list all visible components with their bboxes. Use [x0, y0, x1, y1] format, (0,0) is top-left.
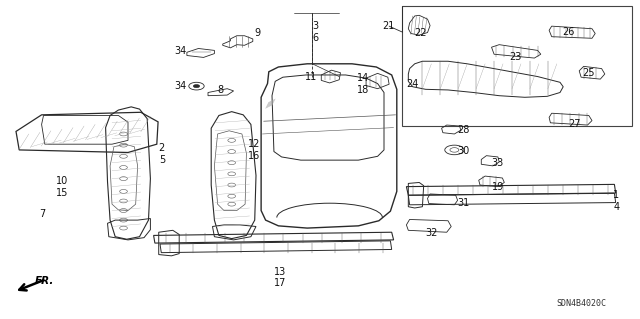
Text: 27: 27 [568, 119, 581, 129]
Text: 6: 6 [312, 33, 319, 43]
Text: 26: 26 [562, 27, 574, 37]
Text: 19: 19 [492, 182, 504, 192]
Text: 16: 16 [248, 151, 260, 161]
Text: 5: 5 [159, 155, 165, 166]
Text: 31: 31 [457, 198, 469, 208]
Text: 13: 13 [274, 267, 286, 277]
Text: 15: 15 [56, 188, 68, 198]
Text: FR.: FR. [35, 276, 54, 286]
Text: 33: 33 [492, 158, 504, 168]
Text: 24: 24 [406, 78, 419, 89]
Text: 4: 4 [613, 202, 620, 212]
Text: 34: 34 [174, 81, 186, 91]
Text: 2: 2 [159, 143, 165, 153]
Text: 3: 3 [312, 20, 319, 31]
Bar [402, 6, 632, 126]
Text: 10: 10 [56, 176, 68, 186]
Text: 32: 32 [426, 228, 438, 238]
Text: 28: 28 [457, 125, 469, 135]
Text: 7: 7 [40, 209, 46, 219]
Text: 25: 25 [582, 68, 595, 78]
Text: 12: 12 [248, 139, 260, 149]
Text: 17: 17 [274, 278, 286, 288]
Text: 14: 14 [357, 73, 369, 83]
Text: 23: 23 [509, 52, 521, 63]
Text: 1: 1 [613, 189, 620, 200]
Text: 9: 9 [255, 28, 261, 39]
Circle shape [193, 85, 200, 88]
Text: 34: 34 [174, 46, 186, 56]
Text: SDN4B4020C: SDN4B4020C [557, 299, 607, 308]
Text: 8: 8 [218, 85, 224, 95]
Text: 21: 21 [383, 21, 395, 31]
Text: 30: 30 [457, 146, 469, 156]
Text: 22: 22 [415, 28, 428, 39]
Text: 18: 18 [357, 85, 369, 95]
Text: 11: 11 [305, 71, 317, 82]
